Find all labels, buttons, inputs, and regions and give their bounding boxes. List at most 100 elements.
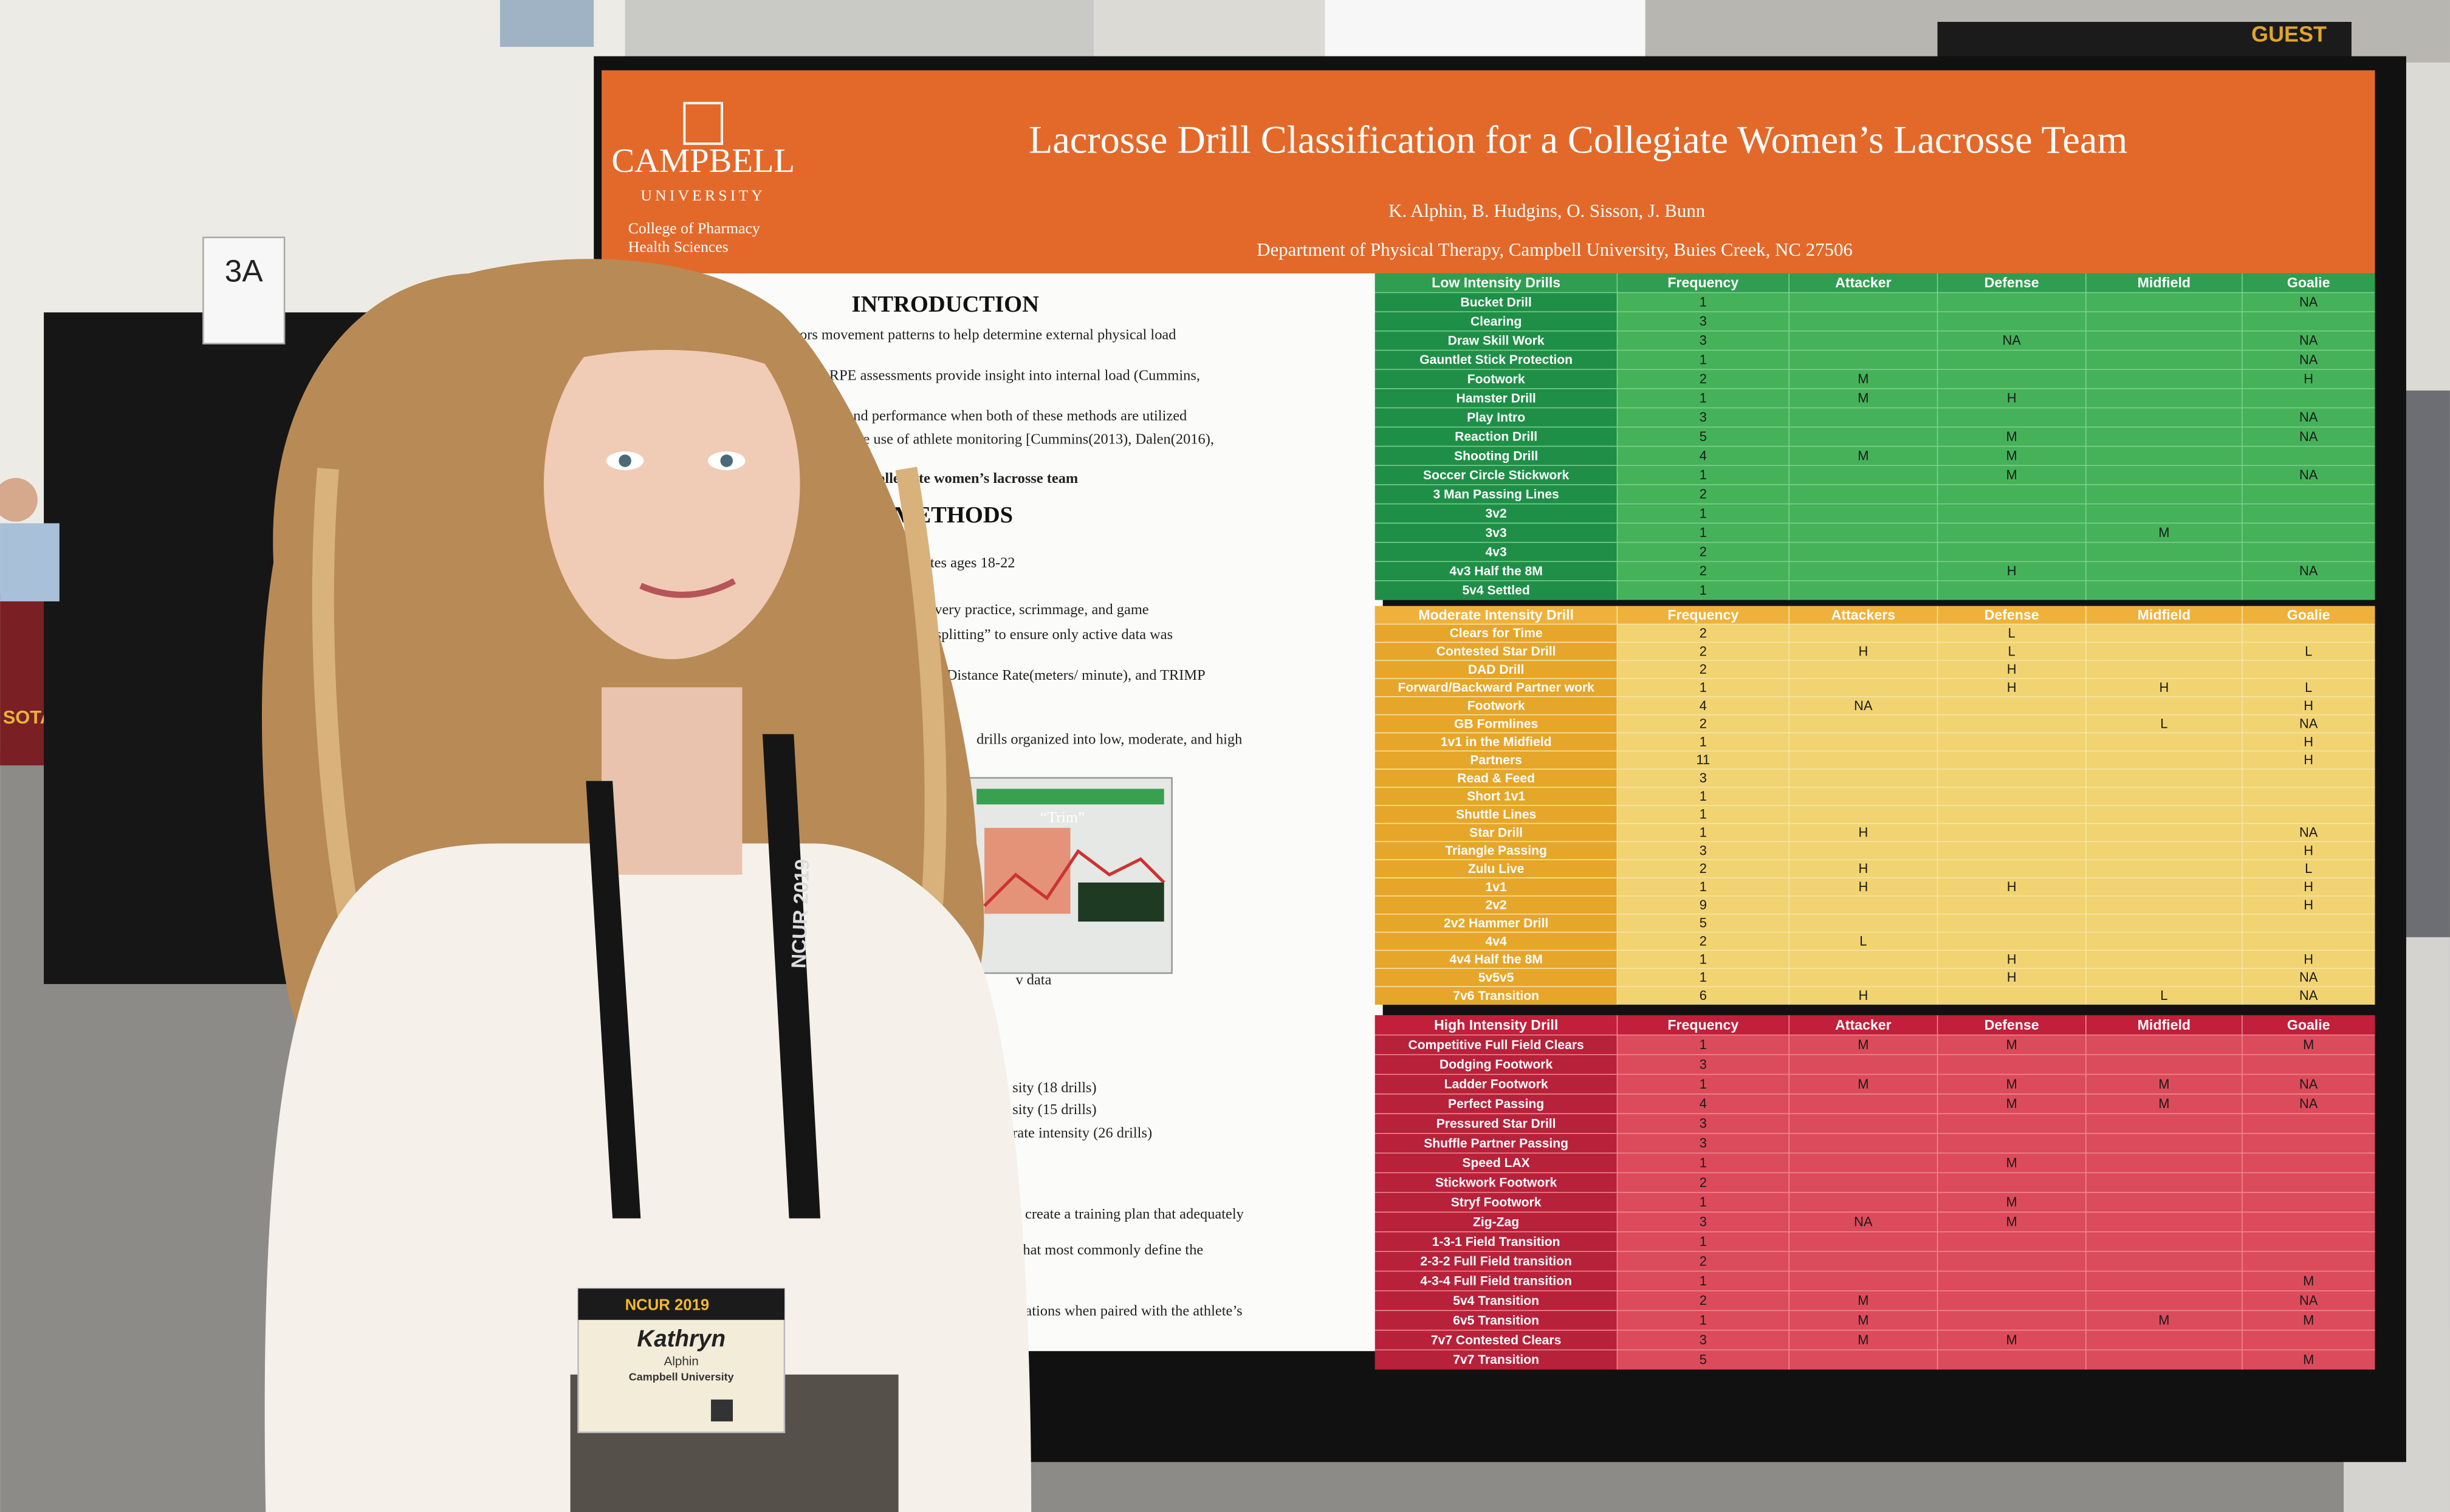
drill-name: Short 1v1 — [1467, 790, 1525, 804]
scoreboard-text: GUEST — [2251, 22, 2327, 47]
table-cell: NA — [2299, 467, 2318, 482]
drill-name: Soccer Circle Stickwork — [1423, 468, 1569, 482]
drill-name: Pressured Star Drill — [1436, 1117, 1556, 1131]
table-cell: 5 — [1700, 429, 1707, 444]
table-cell: 2 — [1700, 487, 1707, 502]
drill-name: Clearing — [1470, 315, 1522, 329]
hair-fringe — [515, 300, 813, 391]
column-header: Frequency — [1667, 607, 1738, 623]
column-header: Defense — [1985, 275, 2039, 290]
lanyard — [762, 734, 821, 1219]
table-cell: H — [2304, 371, 2313, 386]
drill-name: Zig-Zag — [1473, 1215, 1519, 1229]
drill-name: Shuttle Lines — [1456, 808, 1536, 822]
table-cell: M — [2158, 1096, 2169, 1111]
badge-first-name: Kathryn — [637, 1326, 726, 1352]
drill-name: 5v4 Transition — [1453, 1294, 1539, 1308]
table-cell: H — [1858, 643, 1868, 659]
column-header: Goalie — [2287, 275, 2330, 290]
column-header: Attacker — [1835, 1017, 1892, 1033]
drill-name: 6v5 Transition — [1453, 1313, 1539, 1327]
methods-line: s create a training plan that adequately — [1015, 1206, 1244, 1222]
table-cell: 1 — [1700, 951, 1707, 966]
table-cell: H — [2304, 897, 2313, 912]
drill-name: Bucket Drill — [1461, 295, 1532, 309]
drill-name: Star Drill — [1469, 826, 1523, 840]
table-cell: H — [2007, 951, 2017, 966]
table-cell: L — [2160, 716, 2167, 731]
drill-name: Stryf Footwork — [1451, 1196, 1542, 1209]
table-cell: 2 — [1700, 371, 1707, 386]
drill-name: Read & Feed — [1457, 771, 1535, 785]
methods-line: sity (15 drills) — [1012, 1101, 1096, 1118]
table-cell: NA — [2299, 716, 2318, 731]
table-cell: 1 — [1700, 525, 1707, 540]
table-cell: H — [2304, 698, 2313, 713]
figure-region — [1078, 882, 1164, 922]
lanyard-text: NCUR 2019 — [787, 858, 814, 968]
table-cell: H — [1858, 825, 1868, 840]
table-cell: M — [2158, 525, 2169, 540]
booth-sign — [202, 236, 286, 344]
drill-name: Partners — [1470, 753, 1522, 767]
table-cell: M — [2006, 1076, 2017, 1092]
table-cell: 11 — [1696, 752, 1710, 767]
table-cell: M — [1858, 448, 1868, 463]
intro-line: onitors movement patterns to help determ… — [777, 326, 1176, 343]
drill-name: 7v7 Transition — [1453, 1353, 1539, 1367]
table-cell: 2 — [1700, 625, 1707, 640]
column-header: Attacker — [1835, 275, 1892, 290]
table-cell: 1 — [1700, 734, 1707, 749]
drill-name: 4v3 Half the 8M — [1449, 564, 1542, 578]
table-cell: 1 — [1700, 1194, 1707, 1209]
intro-line: red with RPE assessments provide insight… — [777, 367, 1200, 383]
poster-authors: K. Alphin, B. Hudgins, O. Sisson, J. Bun… — [1388, 200, 1705, 221]
column-header: Defense — [1985, 1017, 2039, 1033]
table-cell: M — [2006, 1194, 2017, 1209]
booth-sign-text: 3A — [225, 253, 264, 289]
table-cell: 3 — [1700, 1332, 1707, 1347]
table-cell: L — [2305, 680, 2312, 695]
table-cell: M — [2303, 1273, 2314, 1288]
methods-line: drills organized into low, moderate, and… — [976, 731, 1242, 747]
logo-crest — [683, 101, 723, 145]
methods-line: that most commonly define the — [1019, 1242, 1204, 1258]
column-header: Attackers — [1831, 607, 1895, 623]
table-cell: M — [2006, 448, 2017, 463]
table-cell: NA — [1854, 698, 1873, 713]
table-cell: M — [1858, 391, 1868, 406]
table-cell: 3 — [1700, 1135, 1707, 1151]
drill-name: 2-3-2 Full Field transition — [1420, 1254, 1571, 1268]
neck — [602, 687, 743, 875]
table-cell: NA — [2299, 352, 2318, 367]
column-header: Midfield — [2138, 607, 2191, 623]
table-cell: H — [2007, 879, 2017, 894]
table-cell: M — [2303, 1352, 2314, 1367]
table-cell: M — [2303, 1313, 2314, 1328]
column-header: Midfield — [2138, 1017, 2191, 1033]
table-cell: NA — [2299, 988, 2318, 1003]
table-cell: H — [2304, 734, 2313, 749]
table-cell: NA — [2299, 429, 2318, 444]
poster-header — [602, 70, 2375, 273]
table-cell: 1 — [1700, 467, 1707, 482]
table-cell: 3 — [1700, 1056, 1707, 1072]
table-cell: NA — [2299, 333, 2318, 348]
table-cell: L — [1859, 934, 1867, 949]
drill-name: GB Formlines — [1454, 717, 1538, 731]
drill-name: Footwork — [1467, 372, 1525, 386]
window — [499, 0, 594, 47]
table-cell: H — [2007, 391, 2017, 406]
logo-college: College of Pharmacy — [628, 219, 760, 237]
figure-trace — [983, 849, 1165, 908]
table-cell: L — [2305, 643, 2312, 659]
table-cell: 1 — [1700, 1037, 1707, 1052]
logo-name: CAMPBELL — [611, 142, 795, 180]
table-cell: H — [2304, 879, 2313, 894]
drill-name: Reaction Drill — [1455, 430, 1537, 444]
table-cell: 4 — [1700, 1096, 1707, 1111]
table-cell: H — [2007, 680, 2017, 695]
drill-name: 3v2 — [1486, 507, 1507, 521]
badge-last-name: Alphin — [664, 1355, 699, 1369]
table-cell: M — [2006, 1096, 2017, 1111]
